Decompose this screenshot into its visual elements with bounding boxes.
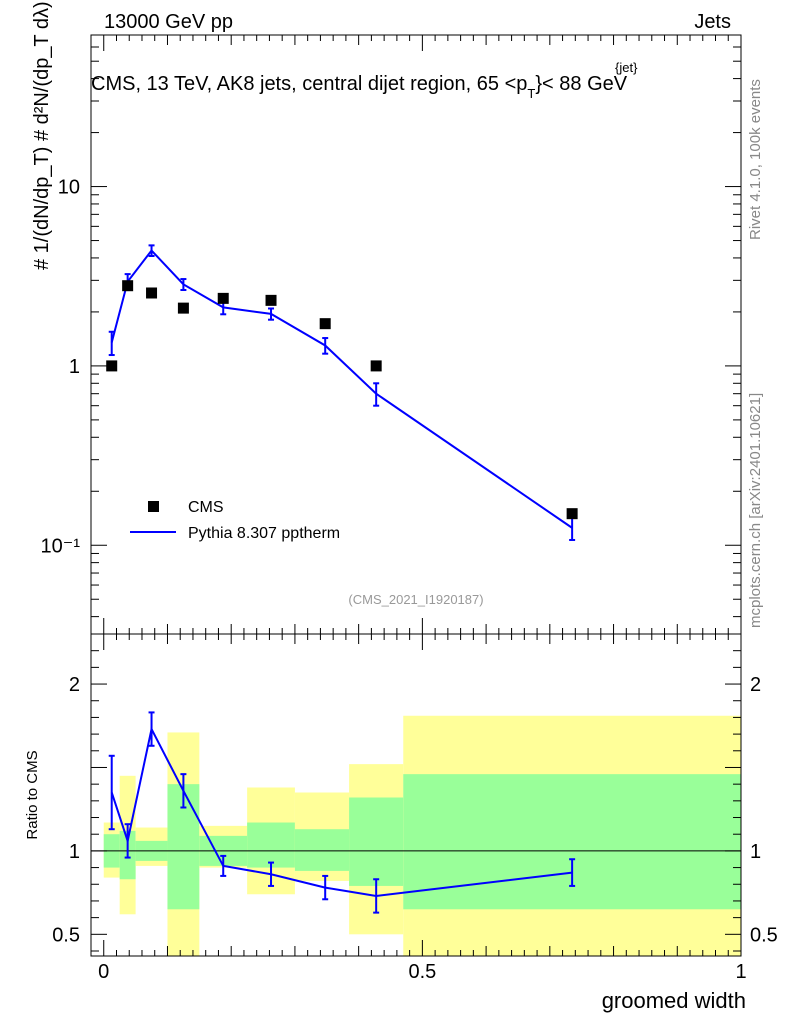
legend-cms-label: CMS <box>188 499 224 516</box>
title-main: CMS, 13 TeV, AK8 jets, central dijet reg… <box>91 73 527 95</box>
main-ylabel-text: # 1/(dN/dp_T) # d²N/(dp_T dλ) <box>31 1 53 270</box>
cms-marker <box>370 360 382 372</box>
cms-marker <box>177 302 189 314</box>
analysis-id: (CMS_2021_I1920187) <box>348 592 483 607</box>
header-left: 13000 GeV pp <box>104 11 233 33</box>
main-ytick-label: 10 <box>58 177 80 199</box>
green-band-bin <box>349 797 404 886</box>
ratio-ytick-label-right: 0.5 <box>750 924 778 946</box>
ratio-panel-frame <box>90 633 742 957</box>
xtick-label: 1 <box>735 961 746 983</box>
legend-mc-label: Pythia 8.307 pptherm <box>188 525 340 542</box>
ratio-ylabel: Ratio to CMS <box>24 750 41 839</box>
title-sup: {jet} <box>615 60 638 75</box>
xtick-label: 0 <box>98 961 109 983</box>
legend-cms-marker <box>148 501 159 512</box>
cms-marker <box>319 318 331 330</box>
x-axis-label: groomed width <box>602 988 746 1013</box>
green-band-bin <box>403 774 741 910</box>
cms-marker <box>146 287 158 299</box>
main-axis-ticks: 10⁻¹ 1 10 <box>41 34 741 618</box>
cms-marker <box>566 508 578 520</box>
ratio-ytick-label-left: 2 <box>69 674 80 696</box>
main-ytick-label: 10⁻¹ <box>41 535 81 557</box>
mc-series-main <box>108 244 576 541</box>
ratio-ytick-label-right: 1 <box>750 841 761 863</box>
ratio-axis-ticks: 0.5 0.5 1 1 2 2 <box>52 633 778 952</box>
ratio-ytick-label-left: 1 <box>69 841 80 863</box>
cms-series-main <box>106 280 578 520</box>
cms-marker <box>122 280 134 292</box>
cms-marker <box>106 360 118 372</box>
green-band-bin <box>247 822 295 868</box>
title-sub: T <box>527 86 535 101</box>
green-band-bin <box>294 829 350 871</box>
main-ylabel: # 1/(dN/dp_T) # d²N/(dp_T dλ) <box>31 1 53 270</box>
plot-title: CMS, 13 TeV, AK8 jets, central dijet reg… <box>91 73 628 101</box>
mc-line <box>110 248 573 529</box>
title-tail: }< 88 GeV <box>535 73 627 95</box>
header-right: Jets <box>694 11 731 33</box>
cms-marker <box>217 292 229 304</box>
ratio-ytick-label-right: 2 <box>750 674 761 696</box>
main-ytick-label: 1 <box>69 356 80 378</box>
legend: CMS Pythia 8.307 pptherm <box>130 499 340 542</box>
xtick-label: 0.5 <box>408 961 436 983</box>
rivet-version-label: Rivet 4.1.0, 100k events <box>747 79 764 240</box>
mcplots-source-label: mcplots.cern.ch [arXiv:2401.10621] <box>747 393 764 628</box>
x-axis-ticks: 0 0.5 1 <box>90 35 747 983</box>
mc-series-ratio <box>108 711 576 914</box>
ratio-ytick-label-left: 0.5 <box>52 924 80 946</box>
uncertainty-bands <box>103 715 741 956</box>
cms-marker <box>265 294 277 306</box>
main-panel-frame <box>90 34 742 635</box>
